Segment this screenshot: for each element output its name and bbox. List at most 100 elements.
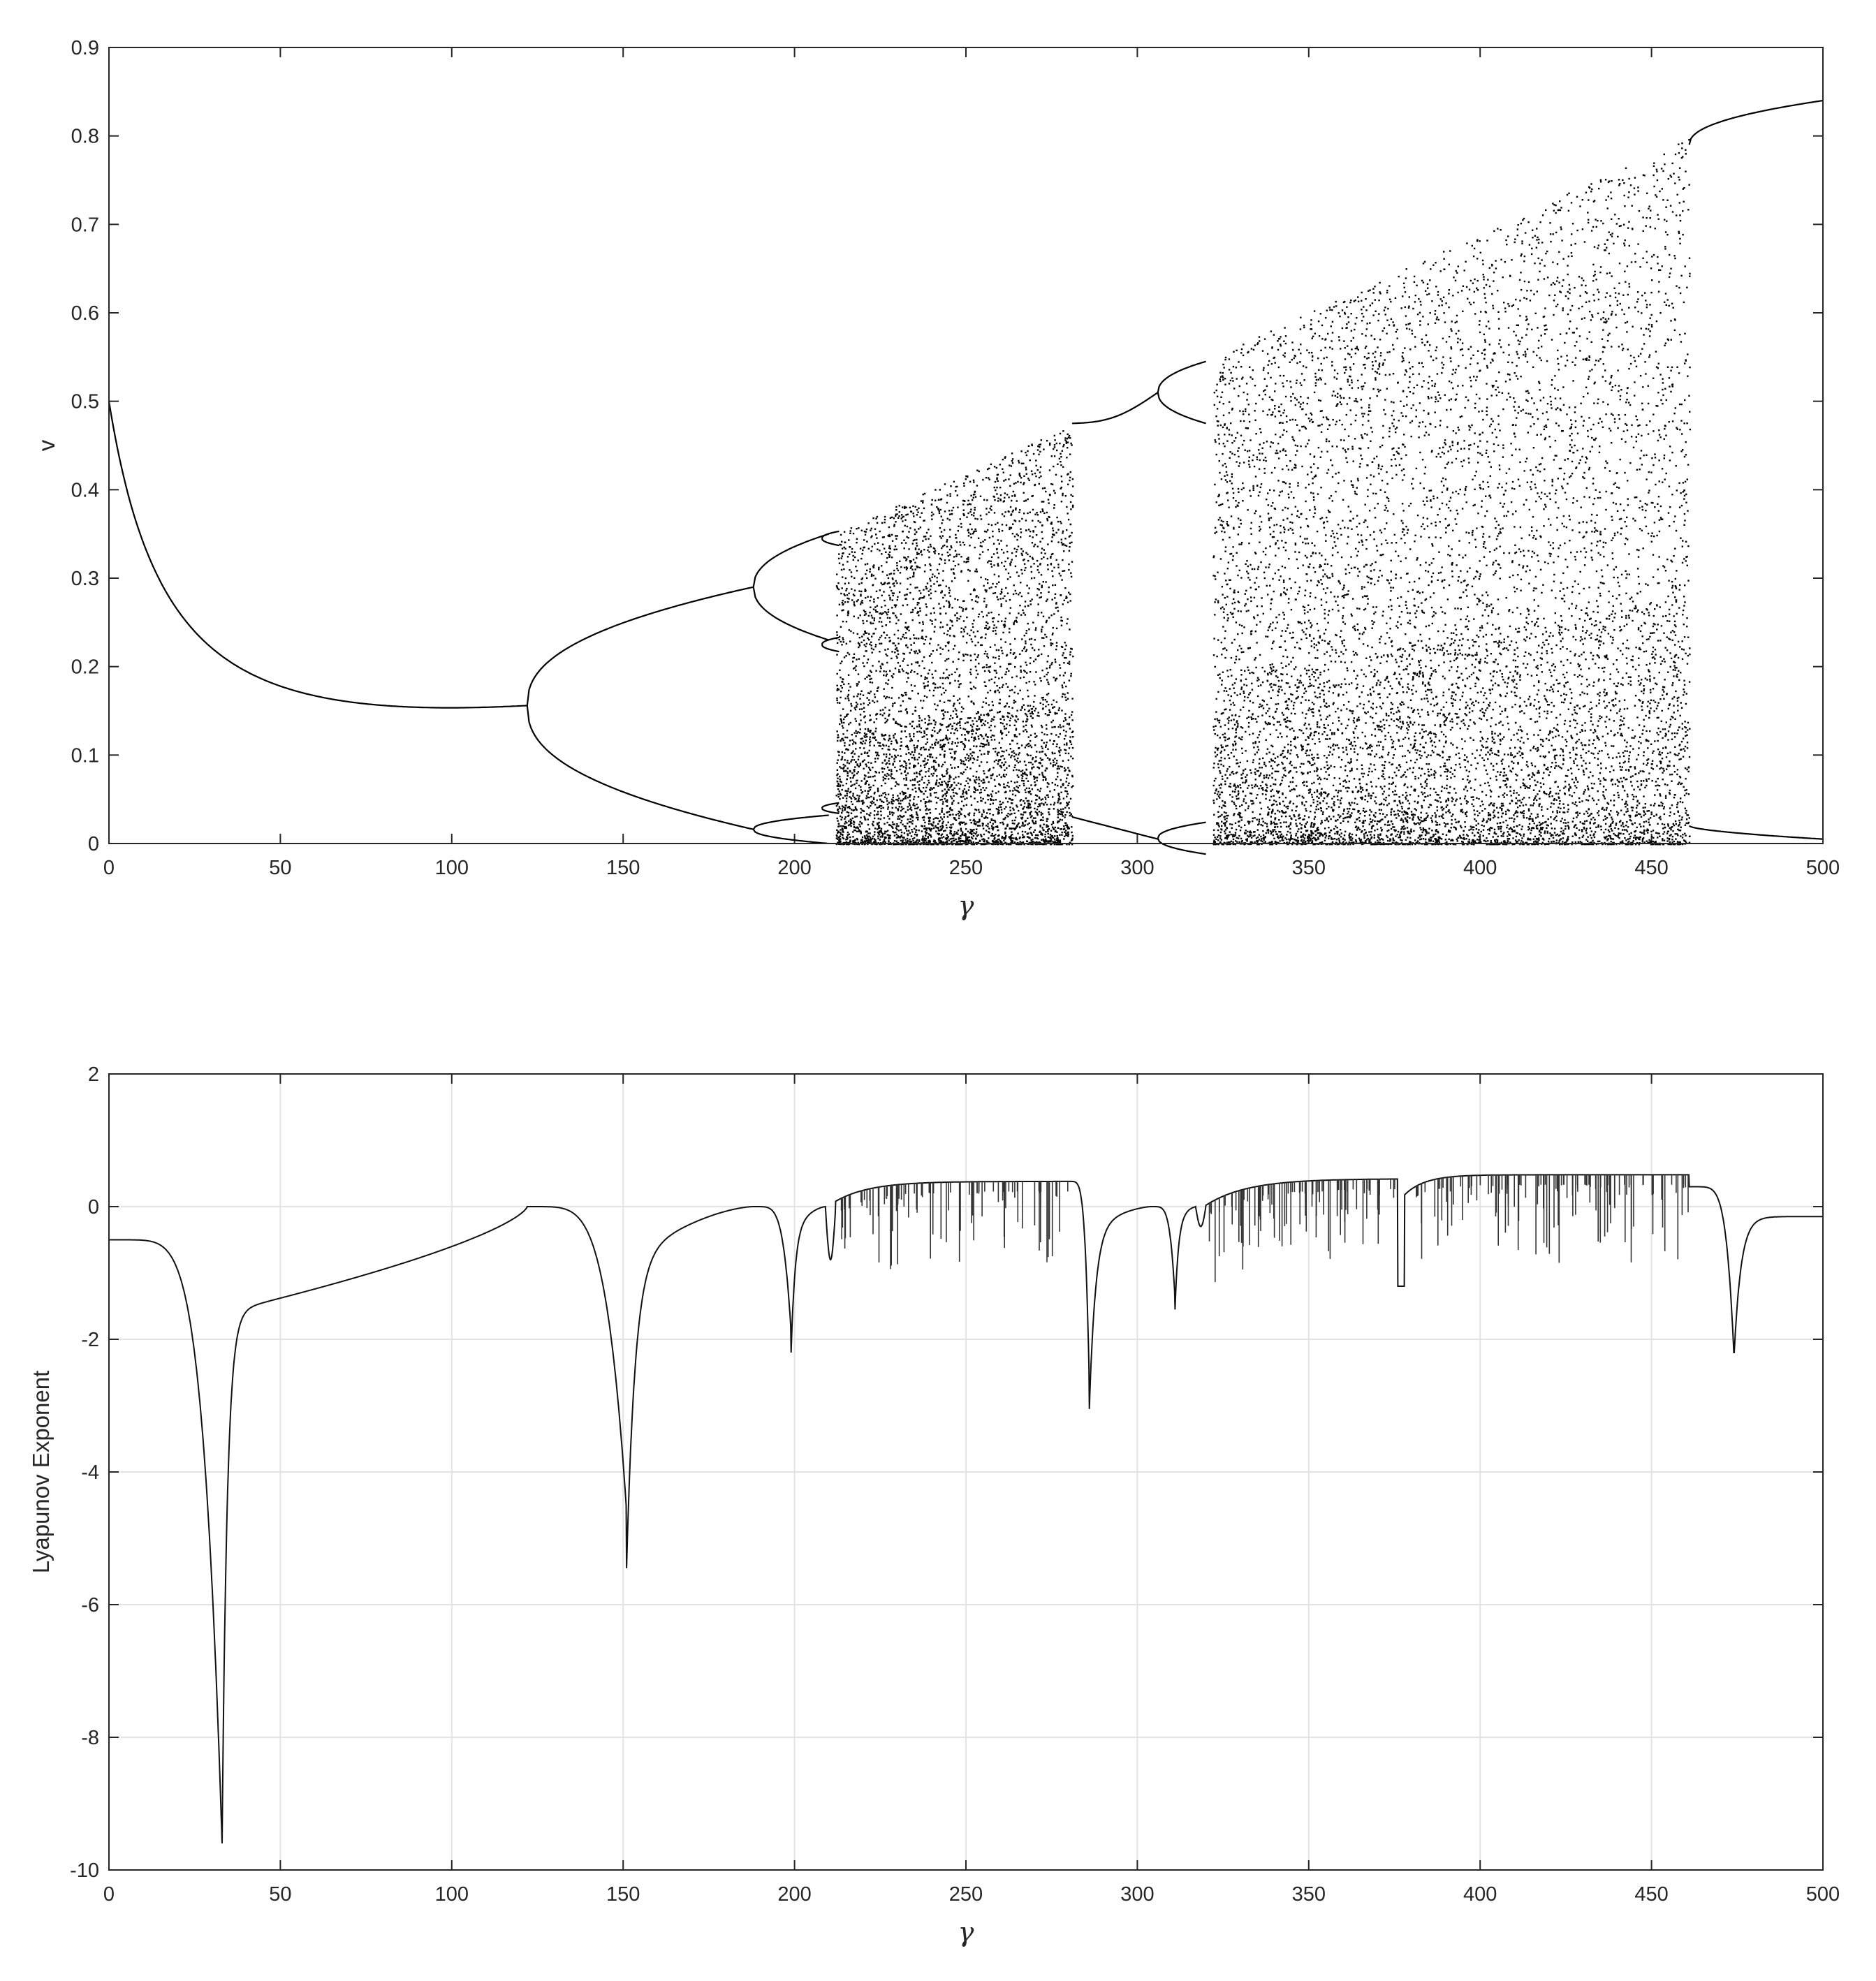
bifurcation-point (946, 773, 948, 775)
bifurcation-point (893, 573, 895, 575)
bifurcation-point (881, 834, 884, 837)
bifurcation-point (928, 816, 930, 819)
bifurcation-point (880, 621, 883, 623)
bifurcation-point (1053, 434, 1055, 437)
bifurcation-point (972, 494, 975, 496)
bifurcation-point (953, 695, 955, 697)
bifurcation-point (1052, 759, 1055, 761)
bifurcation-point (931, 518, 933, 520)
bifurcation-point (1053, 726, 1055, 728)
bifurcation-point (985, 830, 988, 832)
bifurcation-point (899, 793, 902, 795)
bifurcation-point (1035, 799, 1037, 801)
bifurcation-point (892, 764, 894, 766)
bifurcation-point (860, 578, 863, 580)
bifurcation-point (1041, 531, 1043, 533)
bifurcation-point (902, 816, 904, 818)
bifurcation-point (943, 691, 946, 694)
bifurcation-point (953, 635, 955, 637)
bifurcation-point (916, 772, 918, 774)
bifurcation-point (953, 800, 955, 802)
bifurcation-point (1021, 818, 1023, 820)
bifurcation-point (844, 744, 846, 747)
bifurcation-point (877, 686, 879, 688)
bifurcation-point (933, 583, 935, 585)
bifurcation-point (1041, 772, 1043, 774)
bifurcation-point (870, 550, 872, 552)
bifurcation-point (974, 635, 976, 638)
bifurcation-point (886, 821, 888, 824)
bifurcation-point (856, 763, 858, 765)
bifurcation-point (987, 561, 989, 564)
bifurcation-point (1018, 594, 1020, 596)
bifurcation-point (1011, 739, 1014, 742)
bifurcation-point (1060, 813, 1062, 816)
bifurcation-point (1058, 746, 1061, 749)
bifurcation-point (1042, 615, 1045, 617)
bifurcation-point (930, 834, 932, 837)
bifurcation-point (992, 835, 995, 837)
bifurcation-point (887, 679, 890, 682)
bifurcation-point (947, 677, 949, 679)
bifurcation-point (846, 793, 848, 795)
bifurcation-point (855, 705, 858, 707)
bifurcation-point (1020, 843, 1023, 846)
bifurcation-point (894, 645, 897, 647)
bifurcation-point (904, 795, 907, 797)
bifurcation-point (1008, 765, 1011, 767)
bifurcation-point (895, 769, 898, 772)
bifurcation-point (897, 642, 900, 645)
bifurcation-point (949, 628, 951, 630)
bifurcation-point (852, 840, 854, 843)
bifurcation-point (942, 709, 944, 712)
bifurcation-point (925, 801, 928, 803)
bifurcation-point (1031, 767, 1033, 769)
bifurcation-point (1034, 802, 1036, 804)
bifurcation-point (1060, 520, 1062, 523)
bifurcation-point (904, 632, 907, 634)
bifurcation-point (874, 810, 876, 812)
bifurcation-point (999, 822, 1002, 824)
bifurcation-point (1057, 837, 1059, 839)
bifurcation-point (1025, 552, 1027, 554)
bifurcation-point (922, 843, 925, 846)
bifurcation-point (935, 796, 937, 799)
bifurcation-point (1031, 726, 1033, 728)
bifurcation-point (918, 840, 921, 843)
bifurcation-point (1070, 714, 1073, 716)
bifurcation-point (909, 808, 911, 810)
bifurcation-point (886, 582, 888, 585)
bifurcation-point (967, 760, 970, 762)
bifurcation-point (943, 744, 945, 746)
bifurcation-point (914, 706, 916, 708)
bifurcation-point (915, 811, 918, 813)
bifurcation-point (1060, 538, 1062, 540)
bifurcation-point (894, 702, 896, 704)
bifurcation-point (1025, 729, 1027, 731)
bifurcation-point (843, 568, 845, 570)
bifurcation-point (1060, 786, 1062, 788)
bifurcation-point (835, 638, 838, 640)
bifurcation-point (868, 796, 870, 799)
bifurcation-point (1009, 743, 1011, 745)
bifurcation-point (973, 512, 975, 514)
bifurcation-point (1035, 627, 1037, 629)
bifurcation-point (974, 653, 976, 656)
bifurcation-point (925, 839, 927, 842)
bifurcation-point (1048, 714, 1050, 716)
bifurcation-point (898, 505, 900, 507)
bifurcation-point (1005, 568, 1007, 570)
bifurcation-point (955, 553, 958, 556)
bifurcation-point (940, 537, 942, 539)
bifurcation-point (992, 719, 995, 721)
bifurcation-point (1041, 765, 1043, 767)
bifurcation-point (916, 552, 918, 554)
bifurcation-point (862, 800, 864, 802)
bifurcation-point (1046, 440, 1048, 442)
bifurcation-point (960, 827, 962, 830)
bifurcation-point (976, 835, 979, 837)
bifurcation-point (967, 755, 970, 757)
bifurcation-point (997, 575, 1000, 577)
bifurcation-point (930, 597, 932, 600)
bifurcation-point (1052, 626, 1054, 629)
